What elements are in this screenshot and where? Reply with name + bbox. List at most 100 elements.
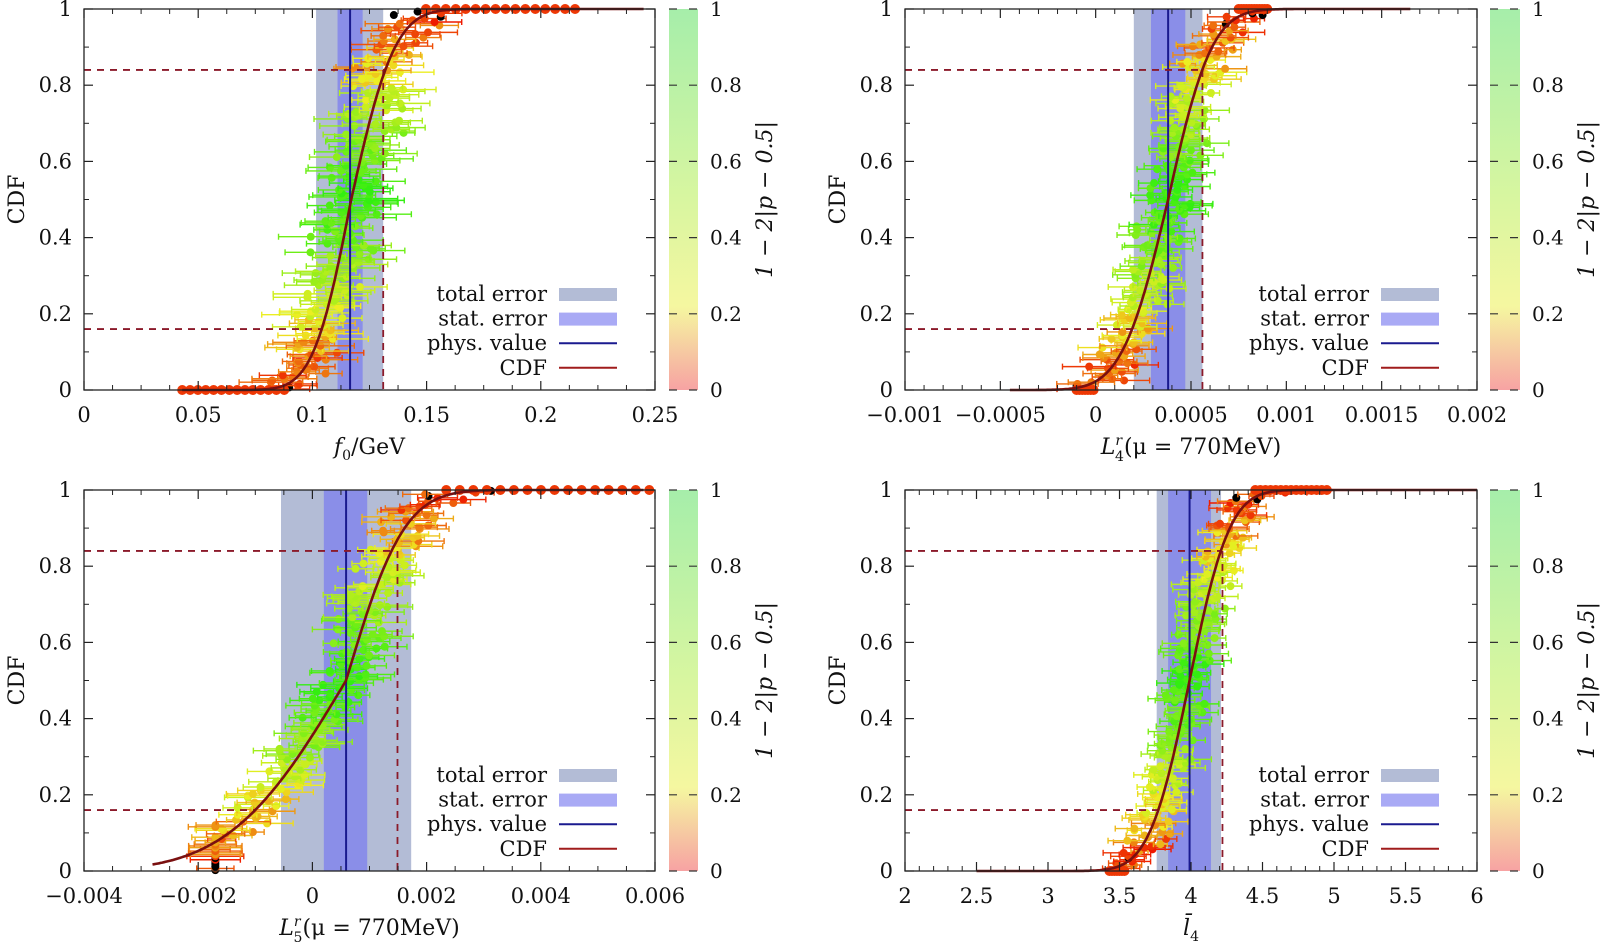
x-tick-label: −0.004	[45, 884, 123, 908]
point-marker	[344, 109, 353, 118]
x-axis-label: l̄4	[1183, 913, 1199, 945]
point-marker	[1203, 569, 1212, 578]
point-marker	[1182, 611, 1191, 620]
point-marker	[1136, 286, 1145, 295]
x-tick-label: 2.5	[960, 884, 993, 908]
point-marker	[248, 828, 257, 837]
legend-label: total error	[436, 763, 548, 787]
point-marker	[278, 371, 287, 380]
point-marker	[341, 130, 350, 139]
point-marker	[1170, 123, 1179, 132]
data-point	[284, 248, 337, 257]
x-tick-label: 0	[1089, 403, 1102, 427]
data-point	[404, 33, 442, 42]
point-marker	[326, 251, 335, 260]
legend-swatch	[1381, 312, 1439, 326]
point-marker	[390, 35, 399, 44]
point-marker	[305, 753, 314, 762]
point-marker	[1204, 649, 1213, 658]
y-tick-label: 0.2	[860, 783, 893, 807]
x-tick-label: −0.002	[159, 884, 237, 908]
colorbar: 0 0.2 0.4 0.6 0.8 1 1 − 2|p − 0.5|	[1490, 0, 1600, 402]
data-point	[1112, 265, 1154, 274]
point-marker	[351, 108, 360, 117]
x-axis-label-sub: 0	[342, 448, 351, 464]
x-tick-label: 4	[1184, 884, 1197, 908]
x-tick-label: 5.5	[1389, 884, 1422, 908]
point-marker	[1156, 762, 1165, 771]
data-point	[1176, 744, 1195, 753]
point-marker	[359, 241, 368, 250]
point-marker	[306, 248, 315, 257]
y-tick-label: 0	[59, 378, 72, 402]
point-marker	[275, 744, 284, 753]
data-point	[335, 241, 392, 250]
y-tick-label: 1	[59, 478, 72, 502]
point-marker	[1153, 165, 1162, 174]
colorbar-tick-label: 0.4	[710, 226, 742, 250]
x-tick-label: 0.1	[296, 403, 329, 427]
data-point	[389, 11, 398, 20]
point-marker	[1174, 630, 1183, 639]
point-marker	[361, 670, 370, 679]
colorbar-gradient	[669, 490, 698, 871]
colorbar-tick-label: 1	[710, 478, 723, 502]
colorbar: 0 0.2 0.4 0.6 0.8 1 1 − 2|p − 0.5|	[669, 478, 778, 883]
data-point	[277, 232, 344, 241]
x-axis-label-rest: /GeV	[351, 435, 406, 460]
legend-label: total error	[1258, 282, 1370, 306]
colorbar-tick-label: 0.2	[710, 302, 742, 326]
x-tick-label: 0.002	[1447, 403, 1507, 427]
point-marker	[1188, 168, 1197, 177]
point-marker	[379, 526, 388, 535]
legend-label: stat. error	[1260, 307, 1370, 331]
data-point	[413, 514, 455, 523]
colorbar-label: 1 − 2|p − 0.5|	[1575, 121, 1600, 278]
point-marker	[362, 661, 371, 670]
point-marker	[276, 784, 285, 793]
y-tick-label: 0.6	[39, 630, 72, 654]
point-marker	[1167, 227, 1176, 236]
point-marker	[364, 651, 373, 660]
legend-label: phys. value	[1249, 331, 1369, 355]
colorbar-tick-label: 0.8	[710, 554, 742, 578]
y-tick-label: 1	[59, 0, 72, 21]
point-marker	[449, 498, 458, 507]
point-marker	[329, 639, 338, 648]
data-point	[361, 642, 408, 651]
point-marker	[1225, 549, 1234, 558]
point-marker	[1142, 808, 1151, 817]
colorbar-gradient	[669, 9, 698, 390]
y-tick-label: 0.6	[860, 630, 893, 654]
x-tick-label: 0.25	[632, 403, 679, 427]
colorbar-gradient	[1490, 9, 1520, 390]
x-axis-label-main: L	[1100, 435, 1116, 460]
point-marker	[1238, 533, 1247, 542]
chart-panel-3: −0.004 −0.002 0 0.002 0.004 0.006 0 0.2 0.4 0.6 0.…	[5, 478, 778, 946]
data-point	[322, 130, 370, 139]
x-axis-label: Lr 4(μ = 770MeV)	[1100, 433, 1282, 465]
point-marker	[1200, 699, 1209, 708]
colorbar-tick-label: 0.6	[710, 149, 742, 173]
legend-label: phys. value	[427, 812, 547, 836]
y-tick-label: 0.8	[39, 73, 72, 97]
point-marker	[308, 694, 317, 703]
point-marker	[1119, 848, 1128, 857]
point-marker	[351, 564, 360, 573]
data-point	[337, 564, 374, 573]
y-tick-label: 0.4	[39, 707, 72, 731]
point-marker	[338, 314, 347, 323]
point-marker	[327, 173, 336, 182]
colorbar-tick-label: 0.6	[710, 630, 742, 654]
y-tick-label: 0	[880, 859, 893, 883]
point-marker	[355, 250, 364, 259]
x-tick-label: 0.05	[175, 403, 222, 427]
point-marker	[233, 803, 242, 812]
point-marker	[1123, 836, 1132, 845]
point-marker	[1210, 609, 1219, 618]
legend-swatch	[559, 288, 617, 301]
x-tick-label: 5	[1327, 884, 1340, 908]
y-tick-label: 1	[880, 0, 893, 21]
